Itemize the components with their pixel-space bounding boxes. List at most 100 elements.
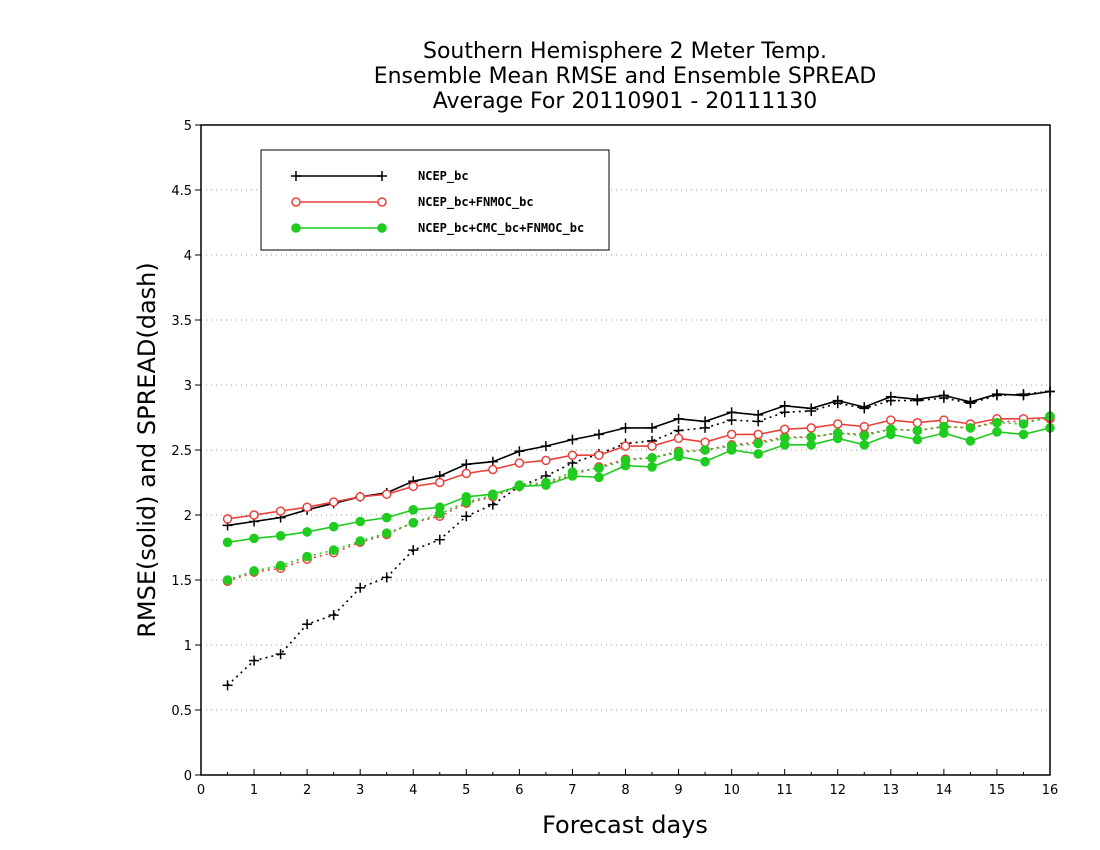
series-0-rmse-point-11 <box>514 446 525 457</box>
series-0-rmse-point-12 <box>540 441 551 452</box>
series-2-rmse-point-24 <box>859 440 870 450</box>
series-2-rmse-point-12 <box>541 480 551 490</box>
y-tick-label-6: 3 <box>184 379 192 394</box>
y-tick-label-1: 0.5 <box>171 704 192 719</box>
series-0-spread-point-5 <box>355 582 366 593</box>
series-2-spread-point-0 <box>222 575 233 585</box>
series-1-rmse-point-11 <box>514 458 525 468</box>
series-1-rmse-point-18 <box>700 437 710 447</box>
series-2-rmse-point-11 <box>514 481 525 492</box>
series-2-rmse-point-26 <box>912 434 923 445</box>
x-tick-label-6: 6 <box>515 783 523 798</box>
series-0-spread-point-8 <box>434 534 445 545</box>
series-2-spread-point-4 <box>328 545 339 555</box>
series-0-spread-point-0 <box>222 680 233 691</box>
series-0-spread-point-3 <box>302 619 313 630</box>
y-tick-label-9: 4.5 <box>171 184 192 199</box>
series-0-spread-point-6 <box>381 572 392 583</box>
series-1-rmse-point-2 <box>275 506 286 516</box>
series-layer <box>222 386 1055 691</box>
series-2-rmse-point-4 <box>328 521 339 532</box>
series-1-rmse-point-6 <box>381 489 392 499</box>
series-2-rmse-line <box>227 427 1051 544</box>
x-tick-label-16: 16 <box>1042 783 1059 798</box>
series-2-rmse-point-14 <box>594 472 604 483</box>
series-1-rmse-point-12 <box>541 455 551 466</box>
series-0-spread-point-2 <box>275 649 286 660</box>
series-2-rmse-point-18 <box>700 456 710 467</box>
series-0-spread-point-4 <box>328 610 339 621</box>
series-2-spread-point-28 <box>965 423 976 433</box>
series-2-rmse-point-23 <box>832 433 843 444</box>
series-0-rmse-point-30 <box>1018 390 1029 401</box>
series-2-rmse-point-10 <box>488 489 498 500</box>
x-tick-label-5: 5 <box>462 783 470 798</box>
series-1-rmse-point-17 <box>673 433 684 444</box>
x-tick-label-14: 14 <box>936 783 953 798</box>
series-2-rmse-point-9 <box>461 492 472 502</box>
series-2-spread-point-14 <box>594 463 604 474</box>
x-axis-label: Forecast days <box>542 811 708 839</box>
series-2-rmse-point-1 <box>249 533 259 544</box>
x-tick-label-8: 8 <box>621 783 629 798</box>
chart-title: Southern Hemisphere 2 Meter Temp. Ensemb… <box>374 39 877 114</box>
series-2-rmse-point-0 <box>222 537 233 548</box>
title-line-1: Southern Hemisphere 2 Meter Temp. <box>423 39 827 64</box>
y-tick-label-2: 1 <box>184 639 192 654</box>
series-0-rmse-point-28 <box>965 396 976 407</box>
series-0-rmse-point-14 <box>593 429 604 440</box>
series-0-rmse-point-18 <box>700 416 711 427</box>
legend-label-0: NCEP_bc <box>418 169 469 184</box>
series-2-rmse-point-21 <box>779 440 790 450</box>
series-1-rmse-point-5 <box>355 492 365 502</box>
y-tick-label-7: 3.5 <box>171 314 192 329</box>
series-2-spread-point-26 <box>912 425 923 436</box>
series-0-rmse-point-29 <box>991 389 1002 400</box>
legend: NCEP_bc NCEP_bc+FNMOC_bc NCEP_bc+CMC_bc+FN… <box>260 149 610 251</box>
series-1-spread-line <box>227 418 1051 583</box>
title-line-3: Average For 20110901 - 20111130 <box>433 89 818 114</box>
series-0-spread-line <box>226 390 1051 686</box>
series-1-rmse-point-9 <box>461 468 472 479</box>
series-0-rmse-point-9 <box>461 459 472 470</box>
series-2-spread-point-7 <box>408 518 419 528</box>
series-1-rmse-point-7 <box>408 481 418 492</box>
series-1-rmse-point-24 <box>859 421 870 432</box>
series-1-rmse-point-13 <box>567 450 578 460</box>
y-tick-label-3: 1.5 <box>171 574 192 589</box>
x-tick-label-9: 9 <box>674 783 682 798</box>
x-tick-label-15: 15 <box>989 783 1006 798</box>
x-tick-label-13: 13 <box>883 783 900 798</box>
series-2-spread-point-6 <box>381 528 392 539</box>
legend-marker-right-2 <box>377 223 387 233</box>
y-tick-label-8: 4 <box>184 249 192 264</box>
series-0-rmse-line <box>227 390 1051 527</box>
series-2-rmse-point-28 <box>965 436 976 446</box>
series-0-rmse-point-16 <box>647 422 658 433</box>
x-axis: 0 1 2 3 4 5 6 7 8 9 10 11 12 13 14 15 16 <box>197 769 1058 798</box>
y-tick-label-4: 2 <box>184 509 192 524</box>
series-1-rmse-point-23 <box>833 419 843 429</box>
series-2-rmse-point-16 <box>647 462 657 472</box>
y-axis: 0 0.5 1 1.5 2 2.5 3 3.5 4 4.5 5 <box>171 119 201 784</box>
y-tick-label-5: 2.5 <box>171 444 192 459</box>
series-0-spread-point-9 <box>461 511 472 522</box>
legend-label-2: NCEP_bc+CMC_bc+FNMOC_bc <box>418 221 584 236</box>
legend-marker-left-1 <box>291 197 301 207</box>
series-2-spread-point-3 <box>302 551 312 562</box>
title-line-2: Ensemble Mean RMSE and Ensemble SPREAD <box>374 64 877 89</box>
x-tick-label-2: 2 <box>303 783 311 798</box>
series-0-rmse-point-13 <box>567 434 578 445</box>
series-2-rmse-point-8 <box>434 502 445 513</box>
y-axis-label: RMSE(solid) and SPREAD(dash) <box>133 262 161 638</box>
series-2-spread-point-18 <box>700 445 710 455</box>
x-tick-label-12: 12 <box>829 783 846 798</box>
series-1-rmse-point-25 <box>886 415 896 425</box>
series-2-rmse-point-20 <box>753 449 763 459</box>
series-1-rmse-point-1 <box>249 510 259 520</box>
series-0-rmse-point-25 <box>885 391 896 402</box>
series-0-rmse-point-22 <box>806 403 817 414</box>
series-0-rmse-point-15 <box>620 422 631 433</box>
series-2-rmse-point-6 <box>381 512 392 523</box>
series-2-spread-point-16 <box>647 453 657 463</box>
